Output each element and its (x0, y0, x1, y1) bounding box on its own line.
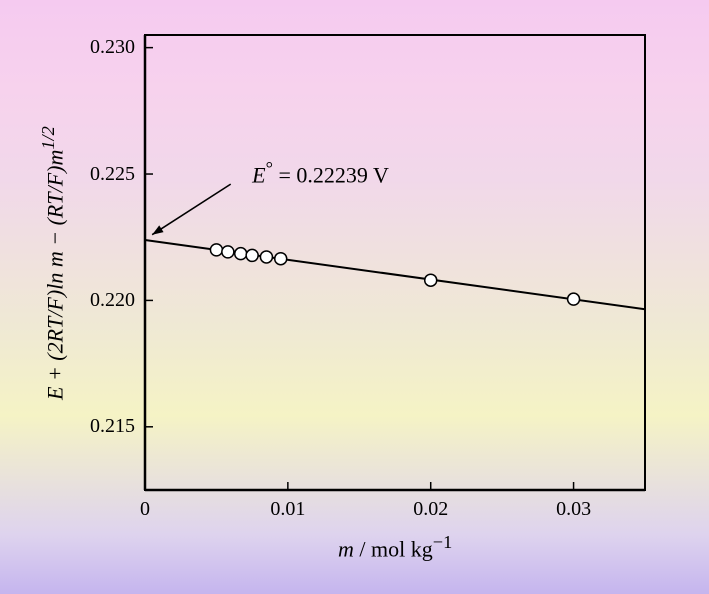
chart-svg (145, 35, 645, 490)
intercept-annotation-label: E° = 0.22239 V (252, 158, 389, 188)
data-point (246, 249, 258, 261)
y-tick-label: 0.230 (90, 36, 135, 59)
y-axis-label: E + (2RT/F)ln m − (RT/F)m1/2 (38, 126, 68, 400)
x-axis-label: m / mol kg−1 (338, 532, 452, 562)
x-tick-label: 0.01 (270, 498, 305, 521)
x-tick-label: 0.03 (556, 498, 591, 521)
chart-plot-area (145, 35, 645, 490)
x-tick-label: 0.02 (413, 498, 448, 521)
data-point (275, 253, 287, 265)
data-point (425, 274, 437, 286)
y-tick-label: 0.225 (90, 163, 135, 186)
annotation-arrowhead (152, 225, 163, 234)
data-point (222, 246, 234, 258)
y-tick-label: 0.215 (90, 415, 135, 438)
y-tick-label: 0.220 (90, 289, 135, 312)
data-point (210, 244, 222, 256)
data-point (260, 251, 272, 263)
x-tick-label: 0 (140, 498, 150, 521)
data-point (235, 248, 247, 260)
data-point (568, 293, 580, 305)
annotation-arrow (152, 184, 231, 235)
